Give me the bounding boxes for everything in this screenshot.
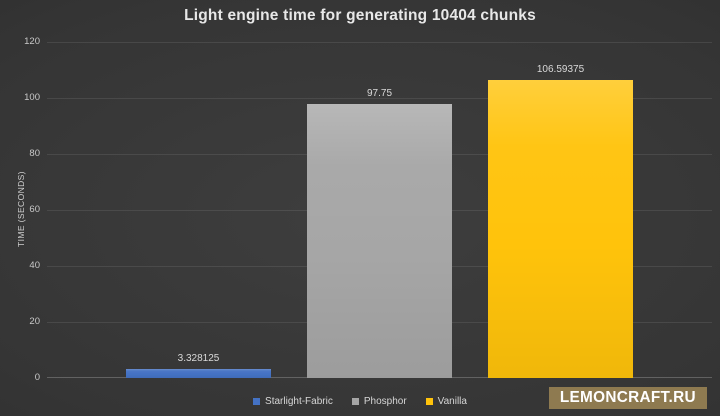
legend-item-vanilla: Vanilla [425,396,467,407]
bar-phosphor [307,104,452,378]
bar-value-label-starlight-fabric: 3.328125 [177,352,220,364]
y-axis-tick-labels: 0 20 40 60 80 100 120 [0,36,40,383]
bar-shine [488,79,633,378]
y-tick-label-40: 40 [29,260,40,271]
gridline-100 [47,98,712,99]
y-tick-label-120: 120 [24,36,40,47]
y-tick-label-0: 0 [34,372,40,383]
plot-area: 3.328125 97.75 106.59375 [47,42,712,378]
bar-value-label-phosphor: 97.75 [366,88,393,100]
bar-slot-vanilla: 106.59375 [488,64,633,378]
bar-value-label-vanilla: 106.59375 [536,63,585,75]
legend-swatch-icon [253,398,261,405]
watermark: LEMONCRAFT.RU [549,387,707,409]
legend-swatch-icon [425,398,433,405]
gridline-120 [47,42,712,43]
bar-starlight-fabric [126,368,271,378]
legend-label: Vanilla [437,396,467,407]
bar-vanilla [488,79,633,378]
legend-label: Starlight-Fabric [265,396,333,407]
legend-label: Phosphor [363,396,407,407]
legend-item-starlight-fabric: Starlight-Fabric [253,396,333,407]
y-tick-label-100: 100 [24,92,40,103]
bar-slot-phosphor: 97.75 [307,88,452,378]
bar-shine [126,368,271,378]
chart-title: Light engine time for generating 10404 c… [184,7,536,24]
bar-series: 3.328125 97.75 106.59375 [47,42,712,378]
y-tick-label-60: 60 [29,204,40,215]
y-tick-label-80: 80 [29,148,40,159]
legend: Starlight-Fabric Phosphor Vanilla [0,394,720,409]
legend-item-phosphor: Phosphor [351,396,407,407]
watermark-text: LEMONCRAFT.RU [559,389,696,406]
bar-slot-starlight-fabric: 3.328125 [126,353,271,378]
y-tick-label-20: 20 [29,316,40,327]
bar-shine [307,104,452,378]
legend-swatch-icon [351,398,359,405]
